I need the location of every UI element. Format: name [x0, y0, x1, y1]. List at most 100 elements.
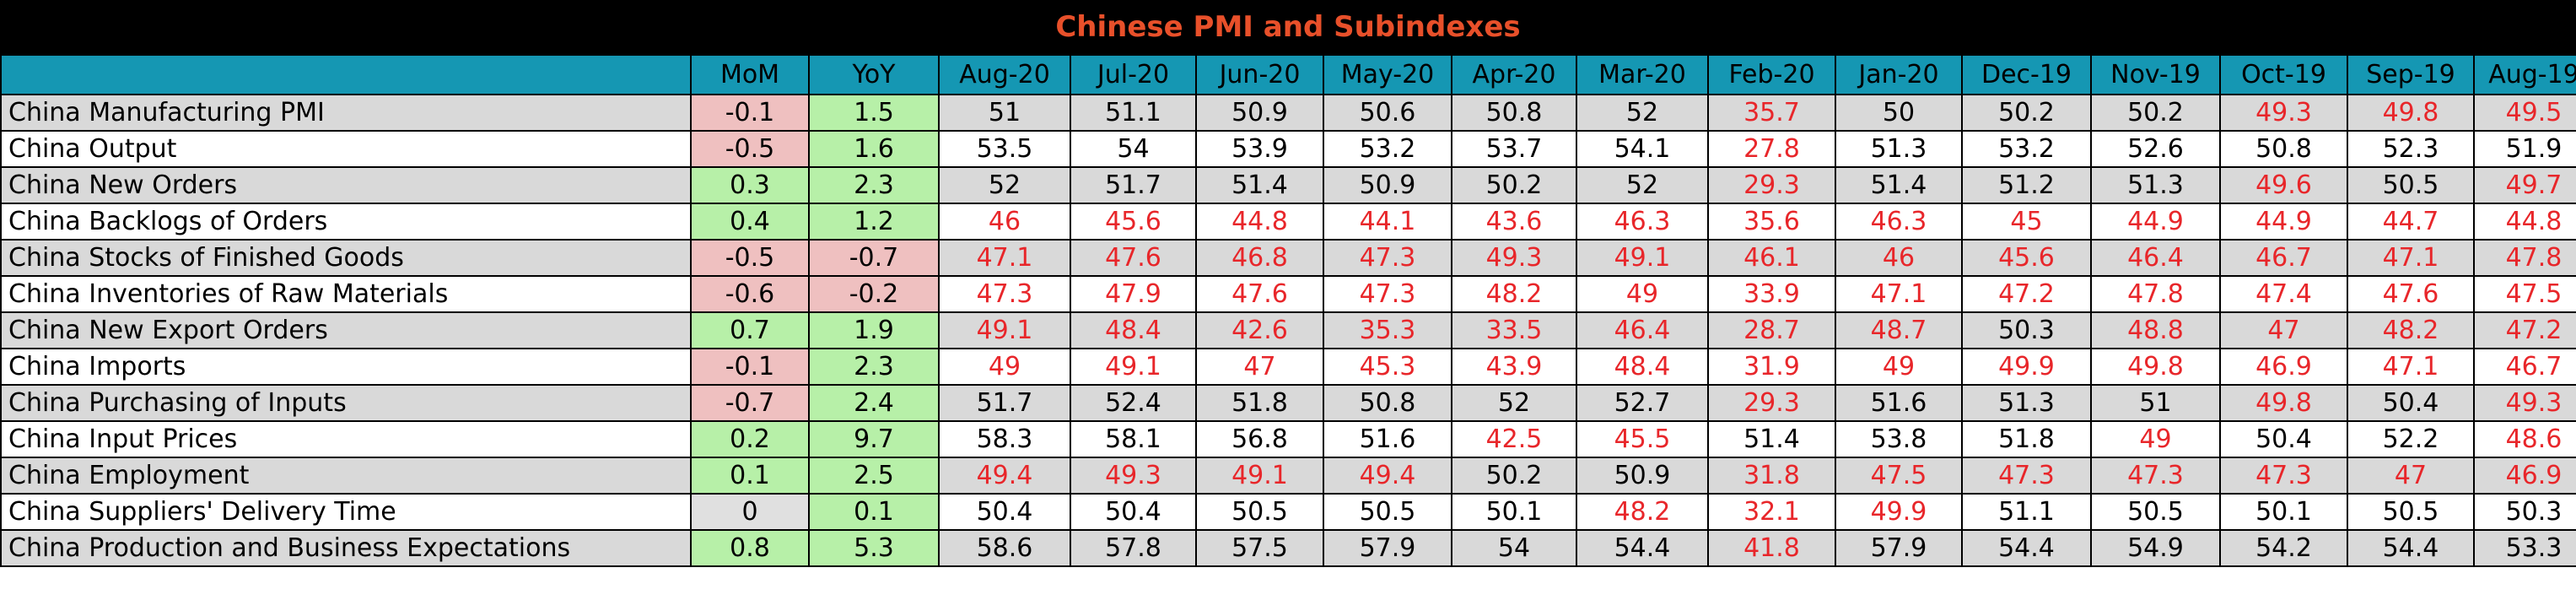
row-label: China Purchasing of Inputs	[0, 384, 692, 422]
value-cell: 47.3	[2090, 457, 2221, 495]
yoy-cell: -0.2	[808, 275, 940, 313]
value-cell: 53.3	[2473, 529, 2576, 567]
value-cell: 48.2	[2347, 311, 2475, 349]
value-cell: 50.3	[2473, 493, 2576, 531]
table-row: China Employment 0.1 2.5 49.4 49.3 49.1 49.4 50…	[0, 457, 2576, 495]
value-cell: 51.6	[1323, 420, 1452, 458]
value-cell: 57.8	[1070, 529, 1197, 567]
value-cell: 44.9	[2219, 203, 2348, 241]
header-row: MoM YoY Aug-20 Jul-20 Jun-20 May-20 Apr-20 Mar-…	[0, 54, 2576, 95]
value-cell: 58.3	[938, 420, 1071, 458]
value-cell: 48.2	[1576, 493, 1709, 531]
table-row: China Stocks of Finished Goods -0.5 -0.7 47…	[0, 239, 2576, 277]
value-cell: 47.5	[1835, 457, 1963, 495]
value-cell: 29.3	[1707, 384, 1836, 422]
value-cell: 50.5	[1323, 493, 1452, 531]
mom-cell: 0.1	[690, 457, 810, 495]
header-cell: YoY	[808, 54, 940, 95]
value-cell: 49.7	[2473, 166, 2576, 204]
value-cell: 50.2	[2090, 94, 2221, 132]
header-cell: Jan-20	[1835, 54, 1963, 95]
value-cell: 46.3	[1835, 203, 1963, 241]
yoy-cell: 1.5	[808, 94, 940, 132]
value-cell: 50.8	[1451, 94, 1577, 132]
header-cell: MoM	[690, 54, 810, 95]
header-cell: Jun-20	[1195, 54, 1324, 95]
value-cell: 51.8	[1961, 420, 2092, 458]
value-cell: 49.9	[1835, 493, 1963, 531]
row-label: China Suppliers' Delivery Time	[0, 493, 692, 531]
value-cell: 49	[1835, 348, 1963, 386]
value-cell: 51.3	[1835, 130, 1963, 168]
value-cell: 57.9	[1323, 529, 1452, 567]
value-cell: 47.3	[1323, 275, 1452, 313]
value-cell: 43.6	[1451, 203, 1577, 241]
value-cell: 53.2	[1323, 130, 1452, 168]
value-cell: 51.7	[1070, 166, 1197, 204]
value-cell: 47.2	[2473, 311, 2576, 349]
row-label: China Output	[0, 130, 692, 168]
table-body: China Manufacturing PMI -0.1 1.5 51 51.1 50.9…	[0, 94, 2576, 567]
value-cell: 48.4	[1576, 348, 1709, 386]
yoy-cell: 2.4	[808, 384, 940, 422]
mom-cell: -0.1	[690, 348, 810, 386]
value-cell: 52	[1576, 94, 1709, 132]
yoy-cell: 0.1	[808, 493, 940, 531]
value-cell: 46.7	[2219, 239, 2348, 277]
value-cell: 49.5	[2473, 94, 2576, 132]
value-cell: 53.9	[1195, 130, 1324, 168]
value-cell: 31.8	[1707, 457, 1836, 495]
value-cell: 46.3	[1576, 203, 1709, 241]
value-cell: 27.8	[1707, 130, 1836, 168]
value-cell: 51.6	[1835, 384, 1963, 422]
value-cell: 50.4	[2219, 420, 2348, 458]
value-cell: 32.1	[1707, 493, 1836, 531]
header-cell: Mar-20	[1576, 54, 1709, 95]
value-cell: 51	[938, 94, 1071, 132]
row-label: China Employment	[0, 457, 692, 495]
value-cell: 51.2	[1961, 166, 2092, 204]
value-cell: 47.8	[2473, 239, 2576, 277]
value-cell: 49.8	[2090, 348, 2221, 386]
value-cell: 50.8	[2219, 130, 2348, 168]
value-cell: 48.4	[1070, 311, 1197, 349]
value-cell: 52.7	[1576, 384, 1709, 422]
table-title: Chinese PMI and Subindexes	[0, 0, 2576, 54]
yoy-cell: 2.3	[808, 348, 940, 386]
value-cell: 53.2	[1961, 130, 2092, 168]
value-cell: 48.6	[2473, 420, 2576, 458]
value-cell: 47	[1195, 348, 1324, 386]
value-cell: 52	[1576, 166, 1709, 204]
value-cell: 35.7	[1707, 94, 1836, 132]
value-cell: 49.1	[1195, 457, 1324, 495]
value-cell: 47.5	[2473, 275, 2576, 313]
value-cell: 49.3	[2473, 384, 2576, 422]
row-label: China Inventories of Raw Materials	[0, 275, 692, 313]
value-cell: 45.3	[1323, 348, 1452, 386]
value-cell: 41.8	[1707, 529, 1836, 567]
yoy-cell: 1.9	[808, 311, 940, 349]
value-cell: 33.9	[1707, 275, 1836, 313]
value-cell: 52.4	[1070, 384, 1197, 422]
value-cell: 49.3	[1451, 239, 1577, 277]
value-cell: 35.3	[1323, 311, 1452, 349]
yoy-cell: 2.5	[808, 457, 940, 495]
value-cell: 46.7	[2473, 348, 2576, 386]
table-row: China New Export Orders 0.7 1.9 49.1 48.4 42.…	[0, 311, 2576, 349]
mom-cell: -0.5	[690, 239, 810, 277]
value-cell: 52.3	[2347, 130, 2475, 168]
value-cell: 52.6	[2090, 130, 2221, 168]
value-cell: 49.6	[2219, 166, 2348, 204]
value-cell: 49	[1576, 275, 1709, 313]
value-cell: 50.9	[1576, 457, 1709, 495]
value-cell: 51.4	[1707, 420, 1836, 458]
value-cell: 42.6	[1195, 311, 1324, 349]
header-cell: Aug-20	[938, 54, 1071, 95]
header-cell: May-20	[1323, 54, 1452, 95]
value-cell: 50.5	[1195, 493, 1324, 531]
table-row: China New Orders 0.3 2.3 52 51.7 51.4 50.9 50.2…	[0, 166, 2576, 204]
value-cell: 50.2	[1961, 94, 2092, 132]
value-cell: 46.9	[2473, 457, 2576, 495]
value-cell: 48.8	[2090, 311, 2221, 349]
value-cell: 50.4	[1070, 493, 1197, 531]
